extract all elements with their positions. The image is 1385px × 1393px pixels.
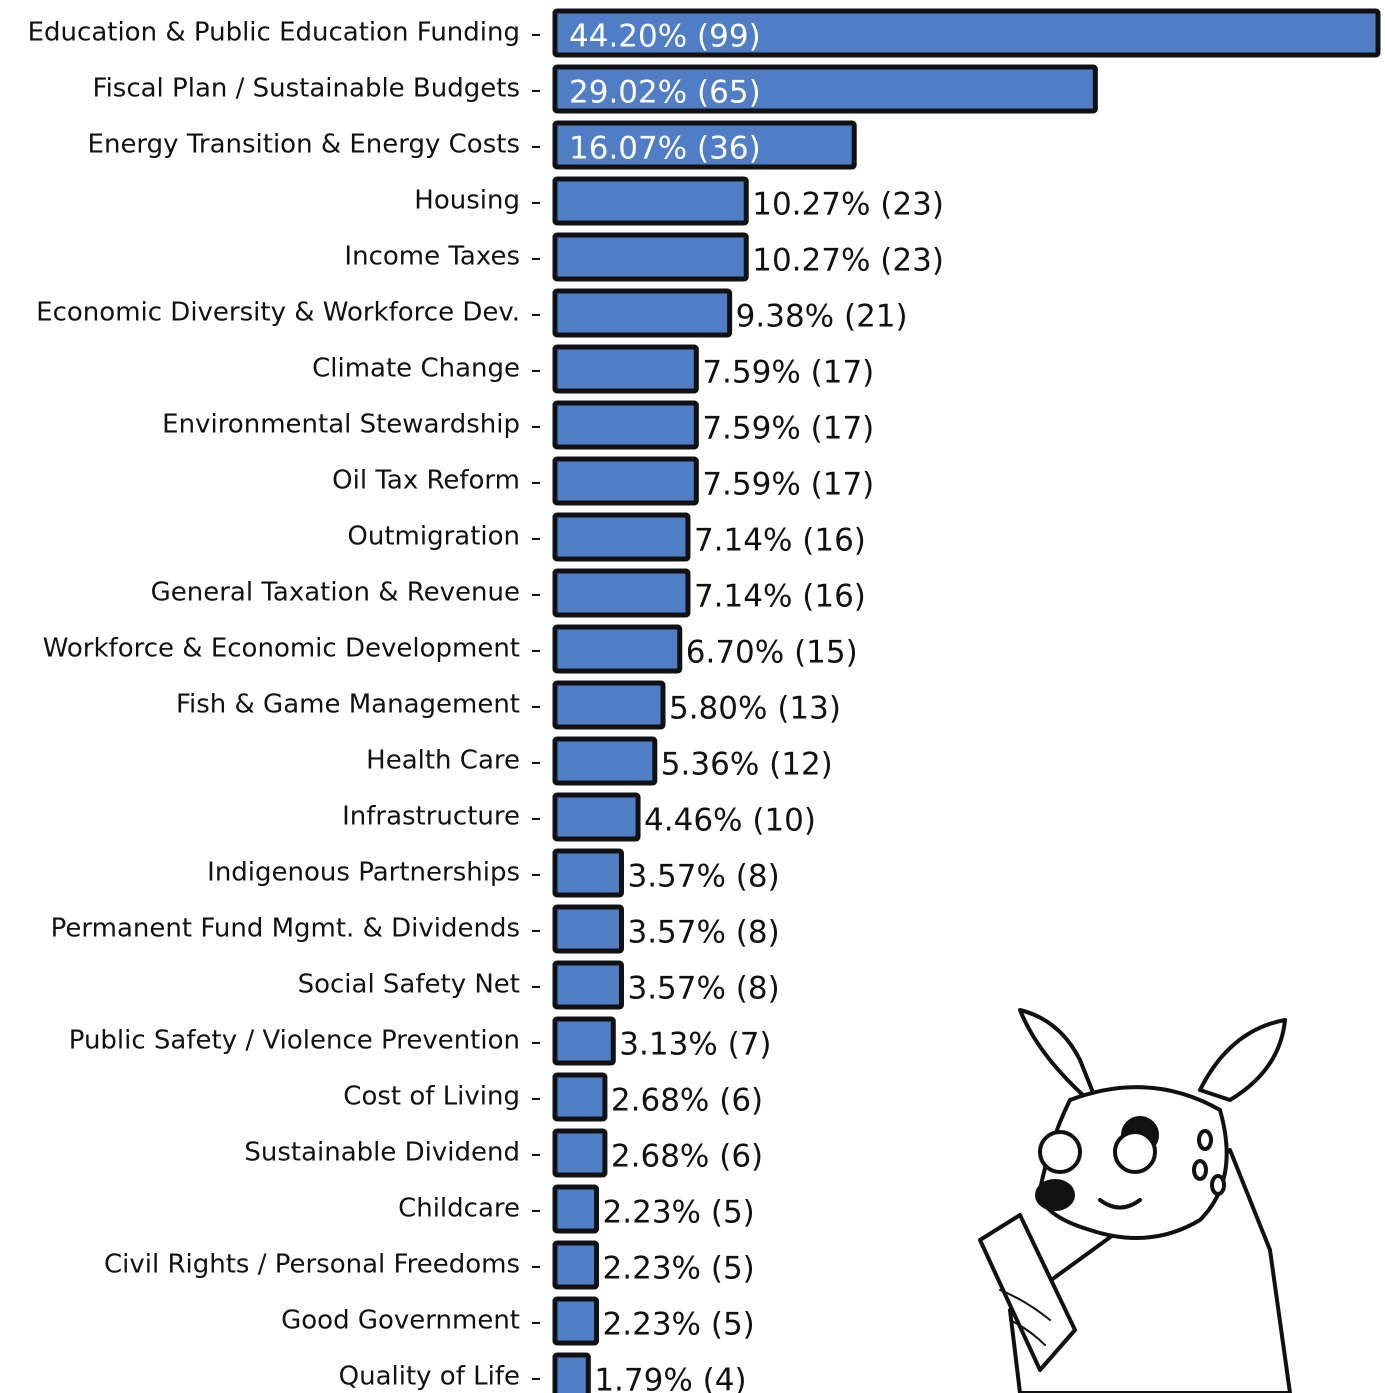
value-label: 5.36% (12)	[661, 747, 833, 783]
bar	[552, 1184, 600, 1234]
bar	[552, 1128, 608, 1178]
bar	[552, 624, 683, 674]
value-label: 2.23% (5)	[603, 1307, 755, 1343]
bar	[552, 1072, 608, 1122]
bar	[552, 848, 624, 898]
value-label: 3.57% (8)	[627, 971, 779, 1007]
bar	[552, 400, 699, 450]
category-label: Civil Rights / Personal Freedoms	[104, 1250, 520, 1280]
value-label: 10.27% (23)	[752, 243, 944, 279]
value-label: 9.38% (21)	[736, 299, 908, 335]
value-label: 29.02% (65)	[569, 75, 761, 111]
category-label: Sustainable Dividend	[244, 1138, 520, 1168]
category-label: Childcare	[398, 1194, 520, 1224]
bar	[552, 792, 641, 842]
bar	[552, 176, 749, 226]
category-label: Fiscal Plan / Sustainable Budgets	[93, 74, 521, 104]
value-label: 7.14% (16)	[694, 523, 866, 559]
category-label: Oil Tax Reform	[332, 466, 520, 496]
value-label: 2.68% (6)	[611, 1139, 763, 1175]
value-label: 4.46% (10)	[644, 803, 816, 839]
value-label: 2.23% (5)	[603, 1251, 755, 1287]
category-label: Income Taxes	[344, 242, 520, 272]
value-label: 2.23% (5)	[603, 1195, 755, 1231]
value-label: 5.80% (13)	[669, 691, 841, 727]
category-label: Social Safety Net	[298, 970, 520, 1000]
value-label: 3.13% (7)	[619, 1027, 771, 1063]
value-label: 16.07% (36)	[569, 131, 761, 167]
category-label: Economic Diversity & Workforce Dev.	[36, 298, 520, 328]
value-label: 7.59% (17)	[702, 411, 874, 447]
category-label: Energy Transition & Energy Costs	[88, 130, 520, 160]
category-label: Education & Public Education Funding	[28, 18, 520, 48]
category-label: Cost of Living	[343, 1082, 520, 1112]
bar	[552, 1240, 600, 1290]
category-label: Health Care	[366, 746, 520, 776]
value-label: 7.59% (17)	[702, 467, 874, 503]
bar	[552, 8, 1381, 58]
bar	[552, 232, 749, 282]
bar	[552, 1016, 616, 1066]
value-label: 10.27% (23)	[752, 187, 944, 223]
category-label: Indigenous Partnerships	[207, 858, 520, 888]
category-label: Workforce & Economic Development	[43, 634, 520, 664]
category-label: Outmigration	[347, 522, 520, 552]
category-label: Quality of Life	[339, 1362, 520, 1392]
bar	[552, 120, 857, 170]
bar	[552, 344, 699, 394]
bar	[552, 64, 1098, 114]
bar	[552, 512, 691, 562]
bar	[552, 568, 691, 618]
bar	[552, 1352, 591, 1393]
bar	[552, 736, 658, 786]
value-label: 1.79% (4)	[594, 1363, 746, 1393]
category-label: Environmental Stewardship	[162, 410, 520, 440]
bar	[552, 456, 699, 506]
category-label: Public Safety / Violence Prevention	[69, 1026, 520, 1056]
value-label: 3.57% (8)	[627, 915, 779, 951]
value-label: 7.14% (16)	[694, 579, 866, 615]
category-label: Permanent Fund Mgmt. & Dividends	[51, 914, 520, 944]
category-label: Housing	[414, 186, 520, 216]
bar	[552, 1296, 600, 1346]
value-label: 7.59% (17)	[702, 355, 874, 391]
bar	[552, 960, 624, 1010]
category-label: General Taxation & Revenue	[151, 578, 520, 608]
value-label: 6.70% (15)	[686, 635, 858, 671]
value-label: 44.20% (99)	[569, 19, 761, 55]
value-label: 2.68% (6)	[611, 1083, 763, 1119]
deer-illustration	[978, 1008, 1292, 1393]
category-label: Climate Change	[312, 354, 520, 384]
category-label: Fish & Game Management	[176, 690, 520, 720]
category-label: Infrastructure	[342, 802, 520, 832]
category-label: Good Government	[281, 1306, 520, 1336]
bar	[552, 680, 666, 730]
bar	[552, 904, 624, 954]
value-label: 3.57% (8)	[627, 859, 779, 895]
bar	[552, 288, 733, 338]
